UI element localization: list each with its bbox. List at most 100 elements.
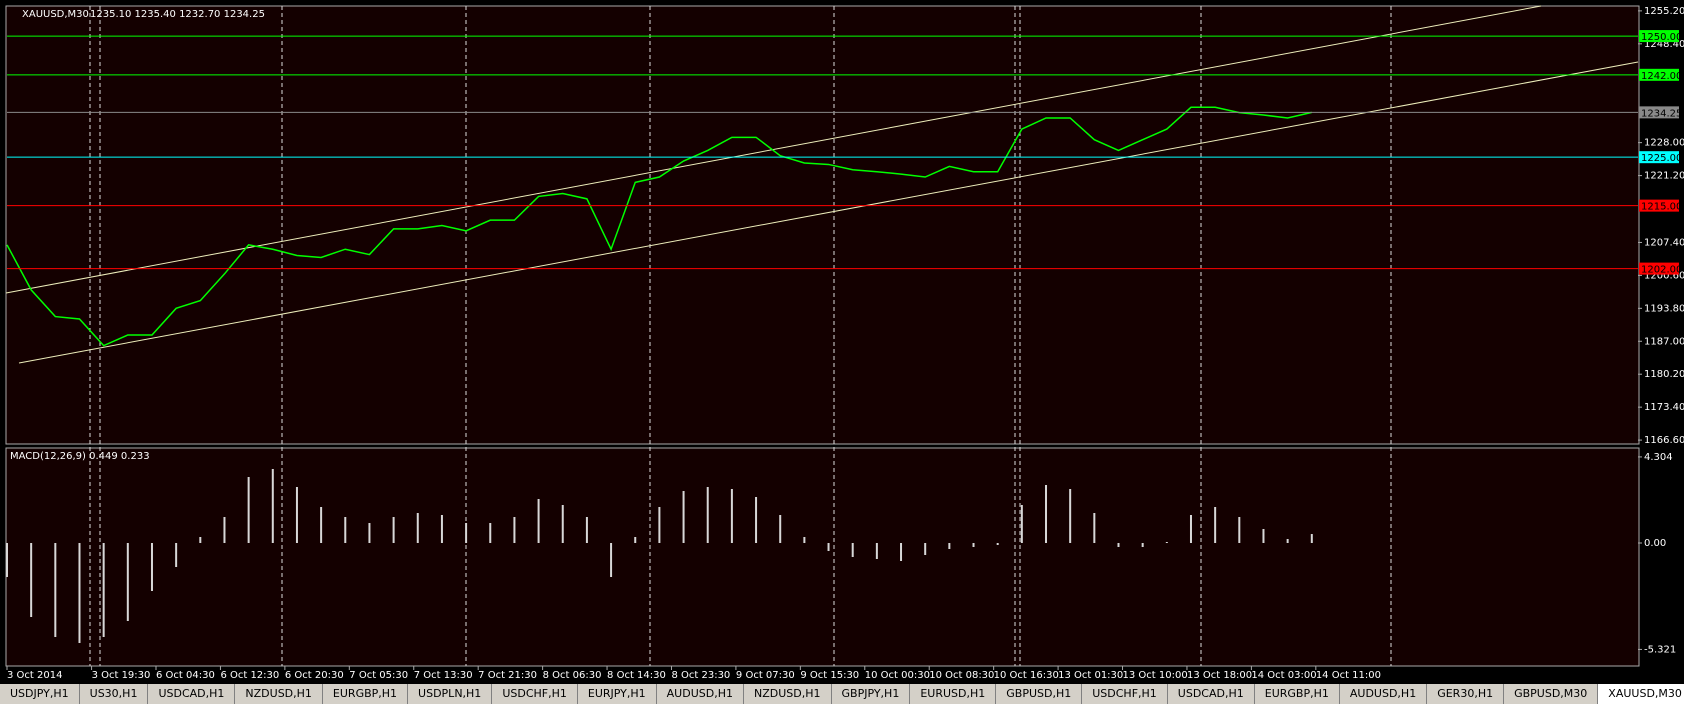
macd-bar xyxy=(489,523,492,543)
level-label: 1250.00 xyxy=(1641,32,1682,43)
y-tick-label: 1228.00 xyxy=(1644,138,1684,149)
macd-bar xyxy=(30,543,33,617)
level-box xyxy=(1639,30,1679,43)
macd-bar xyxy=(1310,534,1313,543)
macd-bar xyxy=(1238,517,1241,543)
symbol-tab[interactable]: EURUSD,H1 xyxy=(910,684,997,704)
symbol-tab[interactable]: EURGBP,H1 xyxy=(1255,684,1340,704)
macd-title: MACD(12,26,9) 0.449 0.233 xyxy=(10,451,150,462)
level-box xyxy=(1639,262,1679,275)
symbol-title: XAUUSD,M30 xyxy=(22,9,89,20)
macd-panel xyxy=(5,447,1640,667)
level-label: 1215.00 xyxy=(1641,202,1682,213)
price-line xyxy=(6,106,1312,347)
macd-bar xyxy=(368,523,371,543)
chart: XAUUSD,M30 1235.10 1235.40 1232.70 1234.… xyxy=(5,5,1684,681)
symbol-tab[interactable]: GBPJPY,H1 xyxy=(832,684,911,704)
x-tick-label: 6 Oct 04:30 xyxy=(156,670,215,681)
x-tick-label: 10 Oct 00:30 xyxy=(865,670,930,681)
macd-bar xyxy=(78,543,81,643)
macd-bar xyxy=(755,497,758,543)
x-tick-label: 3 Oct 2014 xyxy=(7,670,62,681)
symbol-tab[interactable]: AUDUSD,H1 xyxy=(1340,684,1428,704)
macd-bar xyxy=(465,523,468,543)
macd-bar xyxy=(561,505,564,543)
y-tick-label: 1180.20 xyxy=(1644,369,1684,380)
macd-bar xyxy=(827,543,830,551)
macd-bar xyxy=(706,487,709,543)
level-box xyxy=(1639,68,1679,81)
macd-bar xyxy=(344,517,347,543)
macd-bar xyxy=(199,537,202,543)
macd-bar xyxy=(440,515,443,543)
level-label: 1202.00 xyxy=(1641,265,1682,276)
symbol-tab[interactable]: NZDUSD,H1 xyxy=(235,684,323,704)
symbol-tab[interactable]: USDCHF,H1 xyxy=(1082,684,1168,704)
macd-bar xyxy=(972,543,975,547)
macd-bar xyxy=(1165,542,1168,543)
symbol-tab[interactable]: USDCAD,H1 xyxy=(1168,684,1255,704)
macd-bar xyxy=(1141,543,1144,547)
y-tick-label: 1248.40 xyxy=(1644,39,1684,50)
symbol-tab[interactable]: NZDUSD,H1 xyxy=(744,684,832,704)
level-box xyxy=(1639,151,1679,164)
x-tick-label: 13 Oct 18:00 xyxy=(1187,670,1252,681)
channel-line xyxy=(5,5,1542,294)
x-tick-label: 8 Oct 23:30 xyxy=(671,670,730,681)
macd-bar xyxy=(585,517,588,543)
macd-bar xyxy=(1214,507,1217,543)
macd-bar xyxy=(126,543,129,621)
symbol-tab[interactable]: EURJPY,H1 xyxy=(578,684,657,704)
level-label: 1234.25 xyxy=(1641,108,1682,119)
tab-bar: USDJPY,H1 US30,H1 USDCAD,H1 NZDUSD,H1 EURGBP… xyxy=(0,684,1684,704)
symbol-tab[interactable]: USDPLN,H1 xyxy=(408,684,493,704)
macd-bar xyxy=(223,517,226,543)
macd-bar xyxy=(102,543,105,637)
symbol-tab[interactable]: USDJPY,H1 xyxy=(0,684,80,704)
macd-bar xyxy=(851,543,854,557)
macd-bar xyxy=(320,507,323,543)
main-panel xyxy=(5,5,1640,445)
x-tick-label: 6 Oct 20:30 xyxy=(285,670,344,681)
macd-bar xyxy=(1069,489,1072,543)
macd-bar xyxy=(779,515,782,543)
macd-bar xyxy=(1262,529,1265,543)
macd-bar xyxy=(1117,543,1120,547)
symbol-tab[interactable]: US30,H1 xyxy=(80,684,149,704)
macd-bar xyxy=(416,513,419,543)
y-tick-label: 4.304 xyxy=(1644,452,1673,463)
x-tick-label: 3 Oct 19:30 xyxy=(92,670,151,681)
symbol-tab[interactable]: EURGBP,H1 xyxy=(323,684,409,704)
macd-bar xyxy=(658,507,661,543)
macd-bar xyxy=(175,543,178,567)
macd-bar xyxy=(682,491,685,543)
macd-bar xyxy=(1189,515,1192,543)
symbol-tab[interactable]: USDCAD,H1 xyxy=(148,684,236,704)
y-tick-label: 1221.20 xyxy=(1644,171,1684,182)
x-tick-label: 6 Oct 12:30 xyxy=(220,670,279,681)
y-tick-label: 1187.00 xyxy=(1644,336,1684,347)
symbol-tab[interactable]: AUDUSD,H1 xyxy=(657,684,744,704)
x-tick-label: 9 Oct 07:30 xyxy=(736,670,795,681)
level-label: 1242.00 xyxy=(1641,71,1682,82)
day-separators xyxy=(89,6,1392,666)
symbol-tab[interactable]: USDCHF,H1 xyxy=(492,684,578,704)
macd-bar xyxy=(1286,539,1289,543)
x-tick-label: 13 Oct 01:30 xyxy=(1058,670,1123,681)
y-tick-label: 0.00 xyxy=(1644,538,1666,549)
macd-bar xyxy=(1045,485,1048,543)
x-tick-label: 8 Oct 06:30 xyxy=(543,670,602,681)
y-tick-label: 1200.60 xyxy=(1644,270,1684,281)
symbol-tab[interactable]: XAUUSD,M30 xyxy=(1598,684,1684,704)
symbol-tab[interactable]: GBPUSD,H1 xyxy=(996,684,1083,704)
macd-bar xyxy=(730,489,733,543)
symbol-tab[interactable]: GBPUSD,M30 xyxy=(1504,684,1599,704)
macd-bar xyxy=(996,543,999,545)
symbol-tab[interactable]: GER30,H1 xyxy=(1427,684,1505,704)
x-tick-label: 9 Oct 15:30 xyxy=(800,670,859,681)
macd-bar xyxy=(634,537,637,543)
x-tick-label: 10 Oct 08:30 xyxy=(929,670,994,681)
macd-bar xyxy=(537,499,540,543)
macd-bar xyxy=(948,543,951,549)
